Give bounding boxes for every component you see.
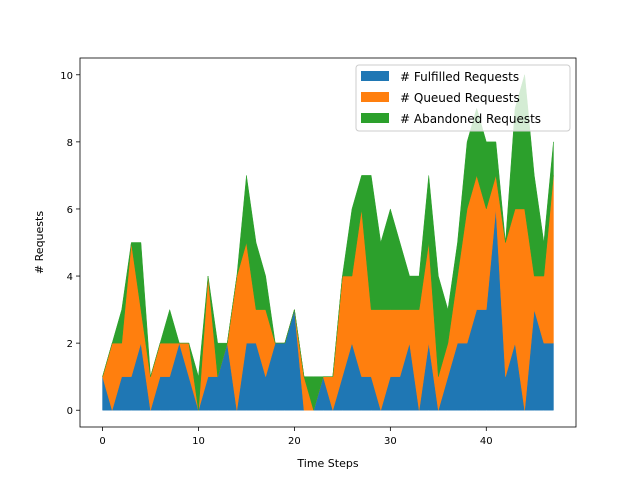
- legend-swatch: [361, 71, 389, 81]
- y-tick-label: 8: [67, 138, 73, 149]
- y-tick-label: 4: [67, 272, 73, 283]
- x-axis-label: Time Steps: [296, 457, 358, 470]
- y-tick-label: 6: [67, 205, 73, 216]
- plot-frame: [79, 57, 577, 428]
- legend-entry-label: # Queued Requests: [400, 91, 520, 105]
- area-layers: [102, 74, 554, 412]
- legend-box: [355, 64, 571, 132]
- area-series-3: [102, 74, 554, 412]
- y-tick-label: 10: [60, 71, 73, 82]
- legend-swatch: [361, 92, 389, 102]
- y-axis-label: # Requests: [33, 211, 46, 274]
- x-tick-label: 30: [384, 436, 397, 447]
- legend-entry-label: # Abandoned Requests: [400, 112, 541, 126]
- y-tick-label: 0: [67, 406, 73, 417]
- axes: 0 10 20 30 40 0 2 4 6 8 10: [60, 57, 577, 447]
- y-tick-label: 2: [67, 339, 73, 350]
- x-tick-label: 20: [288, 436, 301, 447]
- x-tick-label: 40: [480, 436, 493, 447]
- legend: # Fulfilled Requests # Queued Requests # A…: [355, 64, 571, 132]
- legend-swatch: [361, 113, 389, 123]
- x-tick-label: 0: [99, 436, 105, 447]
- legend-entry-label: # Fulfilled Requests: [400, 70, 519, 84]
- x-tick-label: 10: [192, 436, 205, 447]
